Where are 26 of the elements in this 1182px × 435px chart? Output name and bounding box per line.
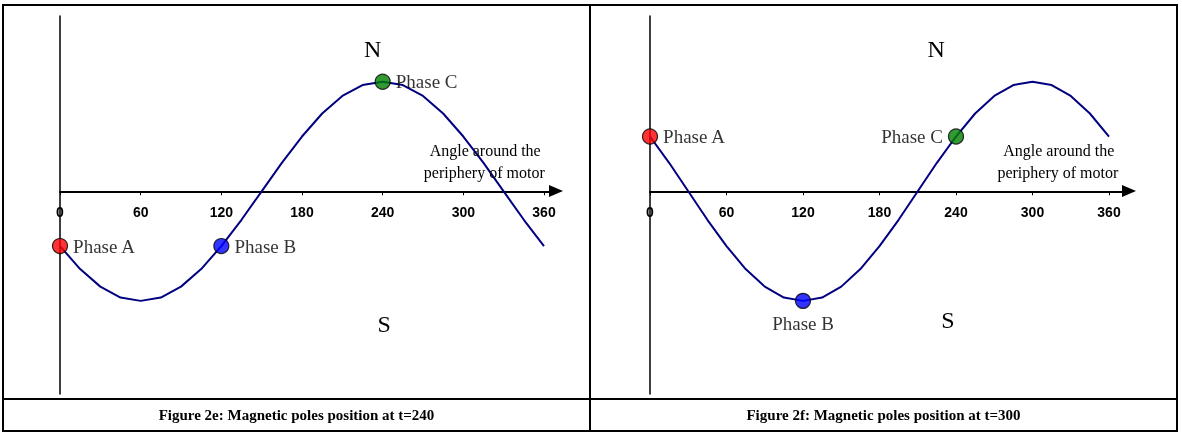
series-label: Phase A — [73, 235, 136, 257]
text: N — [927, 35, 945, 63]
text: N — [363, 35, 382, 63]
series-label: Phase B — [772, 312, 834, 334]
x-tick-label: 180 — [290, 204, 314, 221]
text: Figure 2e: Magnetic poles position at t=240 — [4, 398, 589, 430]
x-axis-title: Angle around the periphery of motor — [997, 141, 1119, 182]
series-label: Phase C — [395, 71, 458, 93]
x-tick-label: 300 — [451, 204, 476, 221]
x-tick-label: 240 — [370, 204, 395, 221]
series-label: Phase A — [663, 126, 726, 148]
x-tick-label: 240 — [944, 204, 968, 221]
x-tick-label: 120 — [791, 204, 815, 221]
text: S — [941, 306, 955, 334]
x-tick-label: 360 — [1097, 204, 1121, 221]
x-tick-label: 360 — [532, 204, 556, 221]
x-tick-label: 60 — [132, 204, 149, 221]
series-label: Phase C — [881, 126, 943, 148]
x-tick-label: 300 — [1020, 204, 1045, 221]
x-axis-title: Angle around the periphery of motor — [423, 141, 546, 182]
series-label: Phase B — [234, 235, 297, 257]
x-tick-label: 60 — [718, 204, 735, 221]
x-tick-label: 120 — [209, 204, 234, 221]
text: S — [377, 310, 391, 338]
text: Figure 2f: Magnetic poles position at t=300 — [591, 398, 1176, 430]
x-tick-label: 180 — [867, 204, 892, 221]
